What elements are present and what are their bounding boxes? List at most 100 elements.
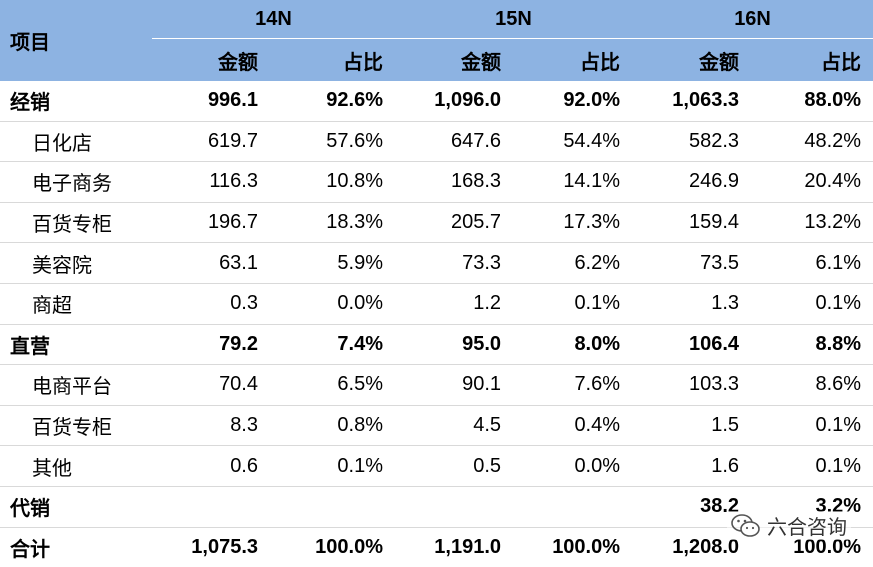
cell-14n-amount: 79.2 — [152, 324, 270, 366]
cell-15n-amount: 0.5 — [395, 445, 514, 487]
header-item: 项目 — [0, 0, 152, 81]
cell-16n-amount: 246.9 — [632, 161, 752, 203]
row-label: 美容院 — [0, 242, 152, 284]
cell-14n-share — [270, 486, 396, 528]
cell-14n-share: 7.4% — [270, 324, 396, 366]
watermark-text: 六合咨询 — [767, 517, 847, 539]
cell-15n-share: 6.2% — [513, 242, 633, 284]
table-row: 日化店 619.7 57.6% 647.6 54.4% 582.3 48.2% — [0, 121, 873, 163]
table-row: 经销 996.1 92.6% 1,096.0 92.0% 1,063.3 88.0% — [0, 81, 873, 122]
cell-15n-share: 14.1% — [513, 161, 633, 203]
cell-14n-share: 6.5% — [270, 364, 396, 406]
cell-16n-amount: 73.5 — [632, 242, 752, 284]
cell-16n-share: 0.1% — [751, 283, 873, 325]
cell-14n-amount: 1,075.3 — [191, 535, 258, 558]
cell-15n-share: 7.6% — [513, 364, 633, 406]
cell-15n-amount: 95.0 — [395, 324, 514, 366]
table-row: 直营 79.2 7.4% 95.0 8.0% 106.4 8.8% — [0, 324, 873, 366]
cell-15n-share: 17.3% — [513, 202, 633, 244]
header-share: 占比 — [513, 38, 633, 81]
cell-16n-amount: 1.3 — [632, 283, 752, 325]
row-label: 直营 — [0, 324, 152, 366]
cell-14n-share: 57.6% — [270, 121, 396, 163]
row-label: 经销 — [0, 81, 152, 122]
row-label: 日化店 — [0, 121, 152, 163]
cell-15n-share: 54.4% — [513, 121, 633, 163]
cell-15n-amount: 73.3 — [395, 242, 514, 284]
cell-16n-amount: 106.4 — [632, 324, 752, 366]
cell-16n-share: 0.1% — [751, 445, 873, 487]
cell-14n-share: 18.3% — [270, 202, 396, 244]
cell-15n-amount: 90.1 — [395, 364, 514, 406]
table-row: 百货专柜 8.3 0.8% 4.5 0.4% 1.5 0.1% — [0, 405, 873, 447]
cell-15n-amount: 4.5 — [395, 405, 514, 447]
cell-15n-amount: 1,191.0 — [434, 535, 502, 558]
cell-14n-amount: 0.6 — [152, 445, 270, 487]
row-label: 百货专柜 — [0, 202, 152, 244]
cell-14n-share: 0.1% — [270, 445, 396, 487]
table-row: 商超 0.3 0.0% 1.2 0.1% 1.3 0.1% — [0, 283, 873, 325]
cell-15n-amount: 1.2 — [395, 283, 514, 325]
cell-15n-amount — [395, 486, 514, 528]
cell-14n-share: 100.0% — [315, 535, 384, 558]
table-row: 电商平台 70.4 6.5% 90.1 7.6% 103.3 8.6% — [0, 364, 873, 406]
header-amount: 金额 — [395, 38, 514, 81]
row-label: 商超 — [0, 283, 152, 325]
cell-14n-amount: 70.4 — [152, 364, 270, 406]
header-year-14n: 14N — [152, 0, 396, 39]
cell-15n-amount: 168.3 — [395, 161, 514, 203]
table-header: 项目 14N 15N 16N 金额 占比 金额 占比 金额 占比 — [0, 0, 873, 81]
cell-16n-amount: 1.6 — [632, 445, 752, 487]
cell-16n-share: 88.0% — [751, 81, 873, 122]
cell-16n-amount: 582.3 — [632, 121, 752, 163]
row-label: 百货专柜 — [0, 405, 152, 447]
table-row: 其他 0.6 0.1% 0.5 0.0% 1.6 0.1% — [0, 445, 873, 487]
table-row: 合计 1,075.3 100.0% 1,191.0 100.0% 1,208.0 100.0… — [0, 527, 873, 567]
cell-16n-share: 8.8% — [751, 324, 873, 366]
cell-14n-amount: 8.3 — [152, 405, 270, 447]
wechat-icon — [731, 513, 760, 537]
cell-15n-share: 0.1% — [513, 283, 633, 325]
cell-14n-amount: 0.3 — [152, 283, 270, 325]
cell-15n-share — [513, 486, 633, 528]
cell-14n-share: 0.8% — [270, 405, 396, 447]
header-year-15n: 15N — [395, 0, 633, 39]
cell-14n-amount — [152, 486, 270, 528]
row-label: 合计 — [10, 538, 50, 561]
cell-14n-share: 92.6% — [270, 81, 396, 122]
cell-15n-amount: 205.7 — [395, 202, 514, 244]
cell-15n-share: 92.0% — [513, 81, 633, 122]
cell-16n-amount: 1.5 — [632, 405, 752, 447]
cell-14n-share: 5.9% — [270, 242, 396, 284]
cell-16n-share: 6.1% — [751, 242, 873, 284]
table-row: 百货专柜 196.7 18.3% 205.7 17.3% 159.4 13.2% — [0, 202, 873, 244]
cell-16n-share: 0.1% — [751, 405, 873, 447]
header-share: 占比 — [751, 38, 873, 81]
row-label: 电子商务 — [0, 161, 152, 203]
header-amount: 金额 — [152, 38, 270, 81]
cell-15n-share: 100.0% — [552, 535, 621, 558]
cell-15n-amount: 647.6 — [395, 121, 514, 163]
table-row: 电子商务 116.3 10.8% 168.3 14.1% 246.9 20.4% — [0, 161, 873, 203]
table-body: 经销 996.1 92.6% 1,096.0 92.0% 1,063.3 88.0% 日化店 6… — [0, 81, 873, 567]
row-label: 电商平台 — [0, 364, 152, 406]
cell-16n-amount: 103.3 — [632, 364, 752, 406]
table-row: 美容院 63.1 5.9% 73.3 6.2% 73.5 6.1% — [0, 242, 873, 284]
cell-14n-share: 0.0% — [270, 283, 396, 325]
cell-16n-amount: 1,063.3 — [632, 81, 752, 122]
cell-14n-share: 10.8% — [270, 161, 396, 203]
cell-16n-share: 13.2% — [751, 202, 873, 244]
cell-16n-amount: 159.4 — [632, 202, 752, 244]
cell-15n-share: 0.4% — [513, 405, 633, 447]
cell-16n-share: 100.0% — [793, 535, 862, 558]
cell-14n-amount: 196.7 — [152, 202, 270, 244]
cell-14n-amount: 996.1 — [152, 81, 270, 122]
cell-15n-share: 8.0% — [513, 324, 633, 366]
cell-16n-share: 20.4% — [751, 161, 873, 203]
row-label: 代销 — [0, 486, 152, 528]
cell-14n-amount: 116.3 — [152, 161, 270, 203]
row-label: 其他 — [0, 445, 152, 487]
header-year-16n: 16N — [632, 0, 873, 39]
cell-16n-amount: 1,208.0 — [672, 535, 740, 558]
